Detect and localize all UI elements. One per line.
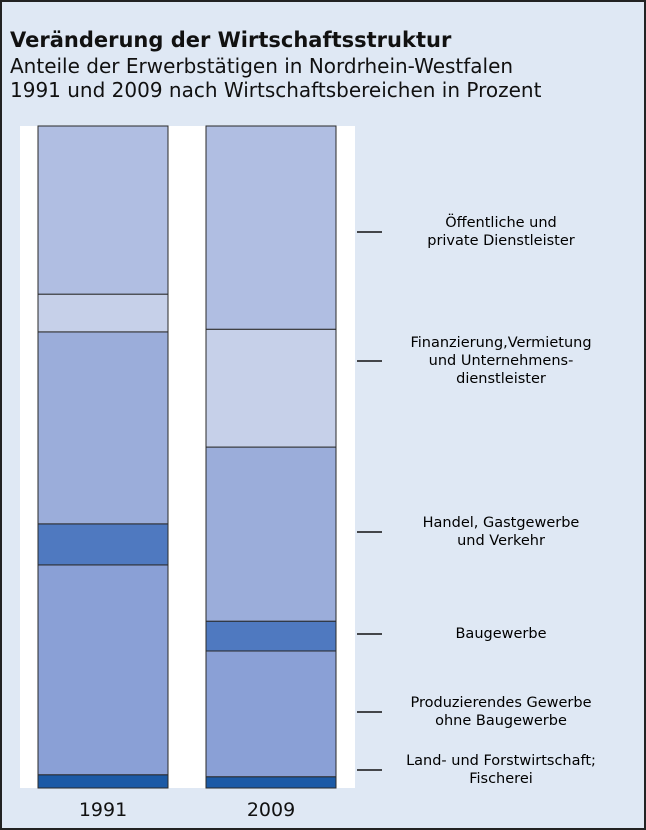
legend-label: Öffentliche und private Dienstleister xyxy=(427,215,575,249)
x-tick-label: 1991 xyxy=(79,799,127,821)
legend-label: Baugewerbe xyxy=(455,626,547,642)
bar-segment xyxy=(37,125,169,295)
legend-label: Handel, Gastgewerbe und Verkehr xyxy=(422,515,580,549)
bar-segment xyxy=(37,293,169,333)
bar-segment xyxy=(205,650,337,778)
bar-segment xyxy=(205,776,337,789)
legend-label: Land- und Forstwirtschaft; Fischerei xyxy=(406,753,596,787)
chart-subtitle: Anteile der Erwerbstätigen in Nordrhein-… xyxy=(10,54,542,102)
bar-segment xyxy=(205,125,337,330)
chart-title: Veränderung der Wirtschaftsstruktur xyxy=(10,28,452,52)
legend-label: Produzierendes Gewerbe ohne Baugewerbe xyxy=(410,695,592,729)
legend-label: Finanzierung,Vermietung und Unternehmens… xyxy=(410,335,592,387)
bar-segment xyxy=(205,446,337,622)
bar-segment xyxy=(205,620,337,652)
bar-segment xyxy=(37,523,169,566)
bar-segment xyxy=(205,328,337,448)
bar-segment xyxy=(37,774,169,789)
bar-segment xyxy=(37,564,169,776)
x-tick-label: 2009 xyxy=(247,799,295,821)
bar-segment xyxy=(37,331,169,525)
